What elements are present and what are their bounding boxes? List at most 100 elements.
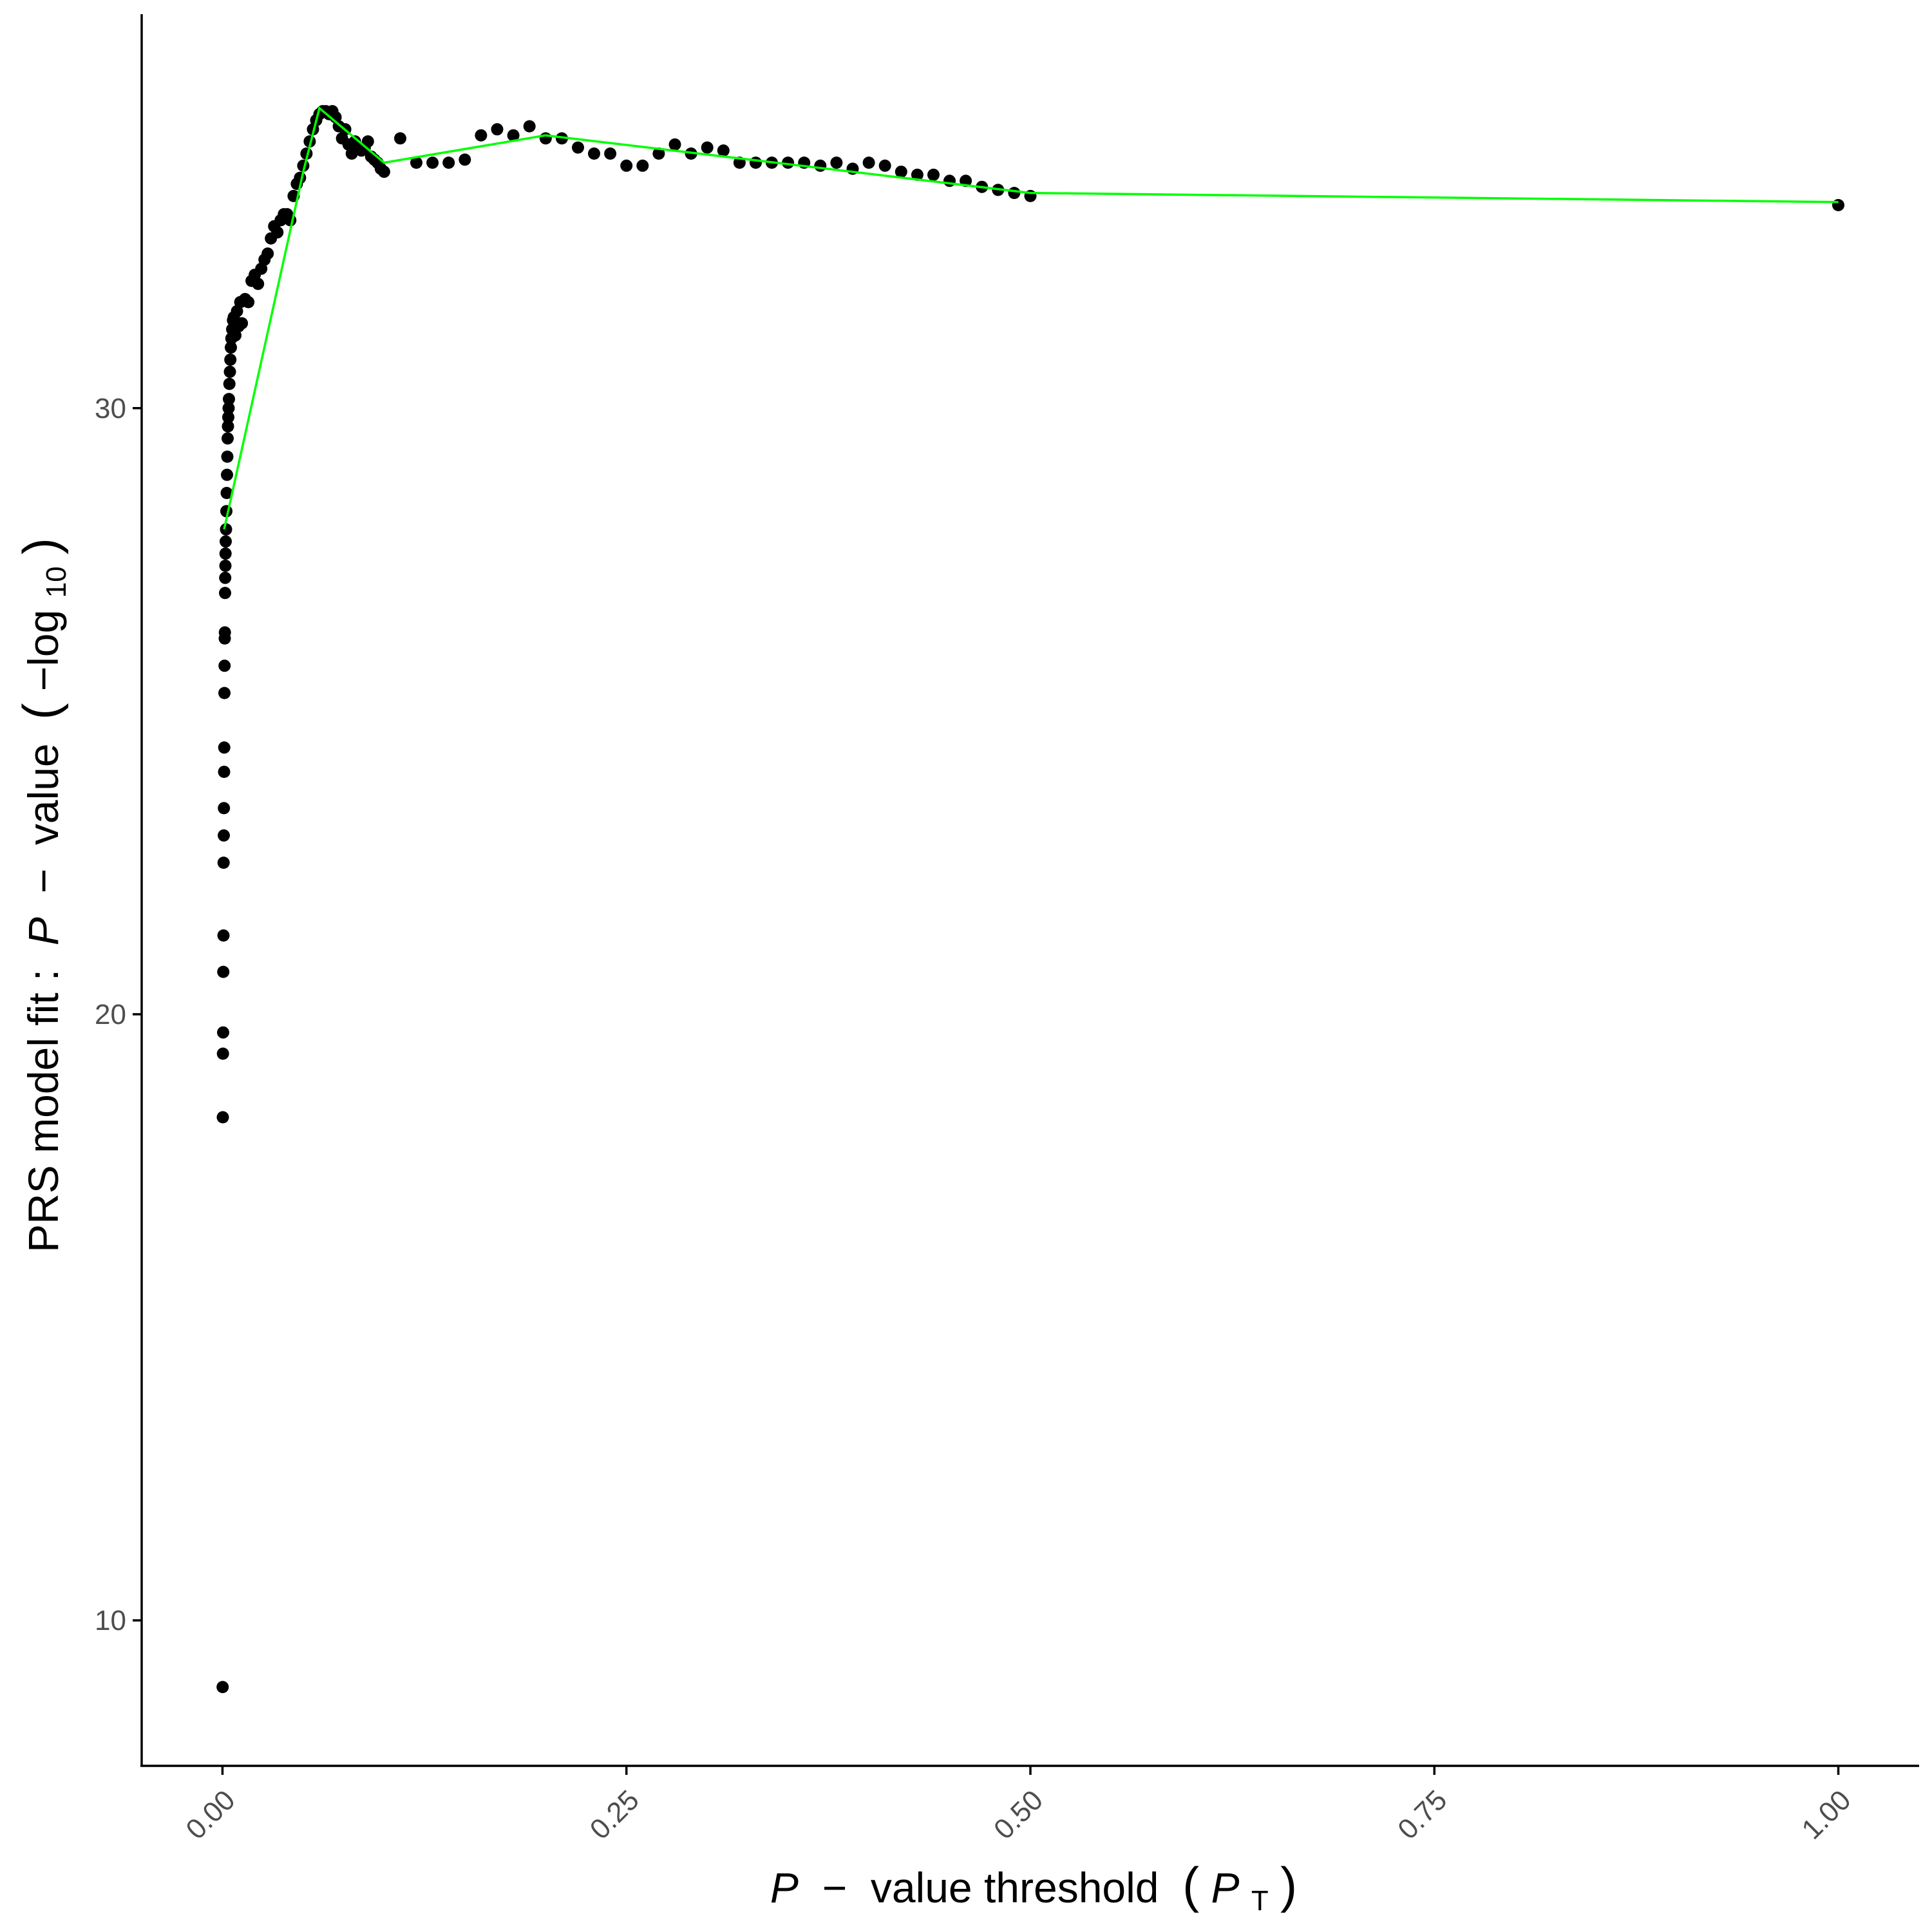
data-point bbox=[862, 156, 875, 169]
x-title-subscript-t: T bbox=[1251, 1885, 1269, 1917]
data-point bbox=[219, 560, 232, 572]
data-point bbox=[668, 138, 681, 151]
data-point bbox=[539, 132, 552, 145]
data-point bbox=[223, 365, 236, 378]
y-tick-label: 20 bbox=[95, 999, 126, 1030]
data-point bbox=[394, 132, 406, 145]
data-point bbox=[523, 120, 536, 133]
x-title-close-paren: ) bbox=[1280, 1857, 1297, 1913]
data-point bbox=[220, 535, 232, 548]
data-point bbox=[459, 153, 471, 166]
data-point bbox=[927, 168, 940, 181]
data-point bbox=[216, 1681, 229, 1694]
data-point bbox=[830, 156, 843, 169]
data-point bbox=[426, 156, 439, 169]
y-title-open-paren: ( bbox=[12, 703, 69, 720]
data-point bbox=[242, 296, 255, 308]
data-point bbox=[219, 571, 232, 584]
x-axis-title: P − value threshold ( P T ) bbox=[770, 1857, 1297, 1919]
data-point bbox=[216, 1047, 229, 1060]
data-point bbox=[943, 175, 956, 187]
y-title-log: −log bbox=[19, 610, 67, 692]
x-title-dash: − bbox=[810, 1864, 858, 1911]
data-point bbox=[217, 965, 230, 978]
x-tick-label: 0.75 bbox=[1392, 1784, 1453, 1845]
y-title-log-base: 10 bbox=[41, 566, 72, 598]
data-point bbox=[652, 147, 665, 160]
y-title-value: value bbox=[19, 732, 67, 845]
data-point bbox=[219, 547, 232, 560]
data-point bbox=[221, 450, 234, 463]
data-point bbox=[218, 829, 230, 842]
fit-line bbox=[223, 106, 1839, 530]
data-point bbox=[620, 159, 633, 172]
data-point bbox=[218, 687, 231, 699]
y-tick-label: 10 bbox=[95, 1605, 126, 1636]
data-point bbox=[219, 587, 231, 600]
data-point bbox=[442, 156, 455, 169]
data-point bbox=[222, 402, 235, 415]
x-title-pt: P bbox=[1211, 1864, 1239, 1911]
data-point bbox=[216, 1111, 229, 1124]
data-point bbox=[750, 156, 762, 169]
y-title-close-paren: ) bbox=[12, 538, 69, 554]
data-point bbox=[717, 144, 730, 157]
data-point bbox=[218, 626, 231, 639]
data-point bbox=[252, 278, 265, 290]
data-point bbox=[1008, 187, 1021, 200]
y-axis-title: PRS model fit : P − value ( −log 10 ) bbox=[12, 538, 75, 1253]
data-point bbox=[814, 159, 827, 172]
data-point bbox=[217, 857, 230, 869]
data-point bbox=[225, 341, 237, 354]
y-tick-label: 30 bbox=[95, 393, 126, 424]
x-title-p: P bbox=[770, 1864, 799, 1911]
x-tick-label: 0.50 bbox=[988, 1784, 1049, 1845]
data-point bbox=[271, 226, 284, 239]
data-point bbox=[236, 317, 249, 330]
data-point bbox=[224, 354, 237, 366]
y-title-main: PRS model fit : bbox=[19, 957, 67, 1253]
data-point bbox=[377, 166, 390, 178]
data-point bbox=[217, 1026, 229, 1039]
data-point bbox=[218, 659, 231, 672]
data-point bbox=[222, 432, 234, 445]
data-point bbox=[222, 411, 234, 424]
data-point bbox=[217, 929, 230, 942]
x-title-main: value threshold bbox=[871, 1864, 1171, 1911]
x-tick-label: 0.00 bbox=[180, 1784, 241, 1845]
x-tick-label: 1.00 bbox=[1795, 1784, 1857, 1845]
data-point bbox=[507, 129, 520, 142]
data-point bbox=[221, 468, 233, 481]
plot-points bbox=[216, 105, 1844, 1694]
fit-line-layer bbox=[223, 106, 1839, 530]
y-title-dash: − bbox=[19, 857, 67, 905]
y-axis-ticks: 10 20 30 bbox=[95, 393, 142, 1636]
data-point bbox=[261, 247, 274, 260]
data-point bbox=[1832, 199, 1844, 211]
x-axis-ticks: 0.00 0.25 0.50 0.75 1.00 bbox=[180, 1766, 1857, 1846]
data-point bbox=[223, 393, 235, 406]
data-point bbox=[782, 156, 795, 169]
y-title-p: P bbox=[19, 917, 67, 945]
data-point bbox=[895, 166, 907, 178]
data-point bbox=[572, 141, 584, 154]
data-point bbox=[410, 156, 422, 169]
data-point bbox=[222, 420, 234, 433]
data-point bbox=[878, 159, 891, 172]
data-point bbox=[911, 168, 923, 181]
data-point bbox=[220, 523, 232, 536]
data-point bbox=[701, 141, 714, 154]
data-point bbox=[588, 147, 600, 160]
data-point bbox=[491, 123, 504, 136]
data-point bbox=[223, 377, 236, 390]
data-point bbox=[475, 129, 488, 142]
data-point bbox=[220, 487, 233, 499]
data-point bbox=[218, 766, 231, 778]
data-point bbox=[604, 147, 617, 160]
data-point bbox=[636, 159, 649, 172]
data-point bbox=[361, 135, 374, 148]
x-tick-label: 0.25 bbox=[584, 1784, 645, 1845]
x-title-open-paren: ( bbox=[1182, 1857, 1199, 1913]
data-point bbox=[218, 802, 231, 815]
